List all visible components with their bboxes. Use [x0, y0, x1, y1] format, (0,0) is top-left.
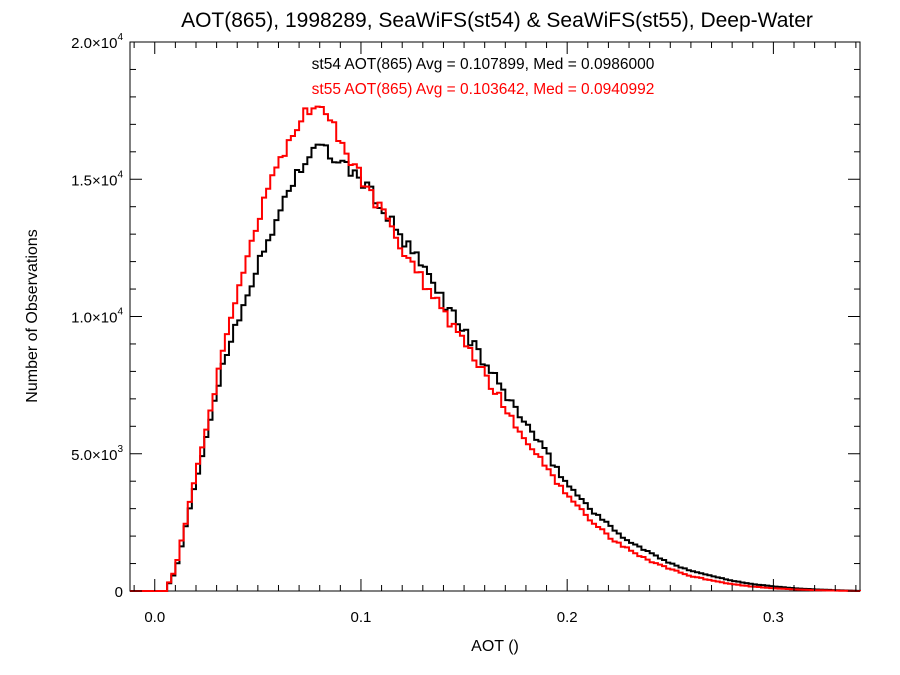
y-tick-label: 1.5×104	[71, 169, 123, 189]
annotation-layer: st54 AOT(865) Avg = 0.107899, Med = 0.09…	[312, 56, 655, 98]
stats-annotation-2: st55 AOT(865) Avg = 0.103642, Med = 0.09…	[312, 81, 655, 98]
y-tick-label: 2.0×104	[71, 32, 123, 52]
x-tick-label: 0.1	[351, 609, 372, 626]
x-axis-label: AOT ()	[471, 638, 519, 655]
y-axis-label: Number of Observations	[24, 229, 41, 402]
x-tick-label: 0.3	[763, 609, 784, 626]
y-tick-label: 0	[115, 584, 123, 601]
x-tick-label: 0.0	[144, 609, 165, 626]
plot-area	[129, 41, 861, 592]
plot-frame	[129, 41, 861, 592]
series-line-1	[130, 143, 861, 592]
x-tick-label: 0.2	[557, 609, 578, 626]
stats-annotation-1: st54 AOT(865) Avg = 0.107899, Med = 0.09…	[312, 56, 655, 73]
chart-title: AOT(865), 1998289, SeaWiFS(st54) & SeaWi…	[181, 9, 813, 32]
y-tick-label: 5.0×103	[71, 444, 123, 464]
y-tick-label: 1.0×104	[71, 307, 123, 327]
series-line-2	[130, 105, 861, 592]
ticks-layer: 0.0 0.1 0.2 0.3 0 5.0×103 1.0×104 1.5×104 2.0×10…	[71, 32, 860, 626]
series-layer	[130, 105, 861, 592]
